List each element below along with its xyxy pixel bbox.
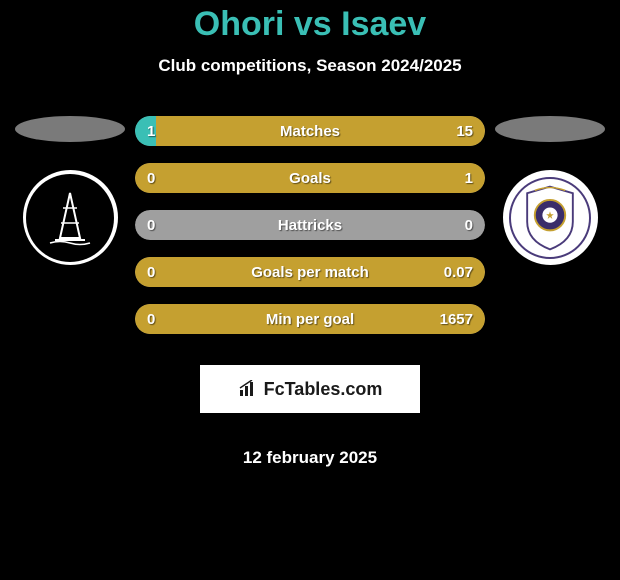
stat-right-value: 1657 (440, 311, 473, 328)
left-player-placeholder (15, 116, 125, 142)
stat-right-value: 0 (465, 217, 473, 234)
left-club-logo (23, 170, 118, 265)
brand-label: FcTables.com (264, 379, 383, 400)
qarabag-logo-inner (509, 177, 591, 259)
brand-box: FcTables.com (200, 365, 420, 413)
stat-left-value: 0 (147, 170, 155, 187)
right-club-logo (503, 170, 598, 265)
stat-right-value: 1 (465, 170, 473, 187)
right-player-col (490, 116, 610, 265)
page-title: Ohori vs Isaev (0, 5, 620, 44)
brand-text: FcTables.com (238, 379, 383, 400)
stat-label: Hattricks (278, 217, 342, 234)
neftchi-logo-inner (26, 174, 114, 262)
stat-right-value: 0.07 (444, 264, 473, 281)
qarabag-shield-icon (511, 177, 589, 259)
oil-tower-icon (45, 188, 95, 248)
stat-row-gpm: 0 Goals per match 0.07 (135, 257, 485, 287)
stat-label: Goals per match (251, 264, 369, 281)
stat-left-value: 0 (147, 264, 155, 281)
stat-left-value: 0 (147, 311, 155, 328)
stats-column: 1 Matches 15 0 Goals 1 0 Hattricks 0 0 (130, 116, 490, 468)
subtitle: Club competitions, Season 2024/2025 (0, 56, 620, 76)
right-player-placeholder (495, 116, 605, 142)
stat-label: Goals (289, 170, 331, 187)
stat-left-value: 1 (147, 123, 155, 140)
stat-row-goals: 0 Goals 1 (135, 163, 485, 193)
content-area: 1 Matches 15 0 Goals 1 0 Hattricks 0 0 (0, 116, 620, 468)
left-player-col (10, 116, 130, 265)
chart-icon (238, 380, 260, 398)
stat-right-value: 15 (456, 123, 473, 140)
stat-label: Matches (280, 123, 340, 140)
stat-left-value: 0 (147, 217, 155, 234)
stat-row-hattricks: 0 Hattricks 0 (135, 210, 485, 240)
stat-row-mpg: 0 Min per goal 1657 (135, 304, 485, 334)
stat-row-matches: 1 Matches 15 (135, 116, 485, 146)
date-text: 12 february 2025 (243, 448, 377, 468)
stat-label: Min per goal (266, 311, 354, 328)
